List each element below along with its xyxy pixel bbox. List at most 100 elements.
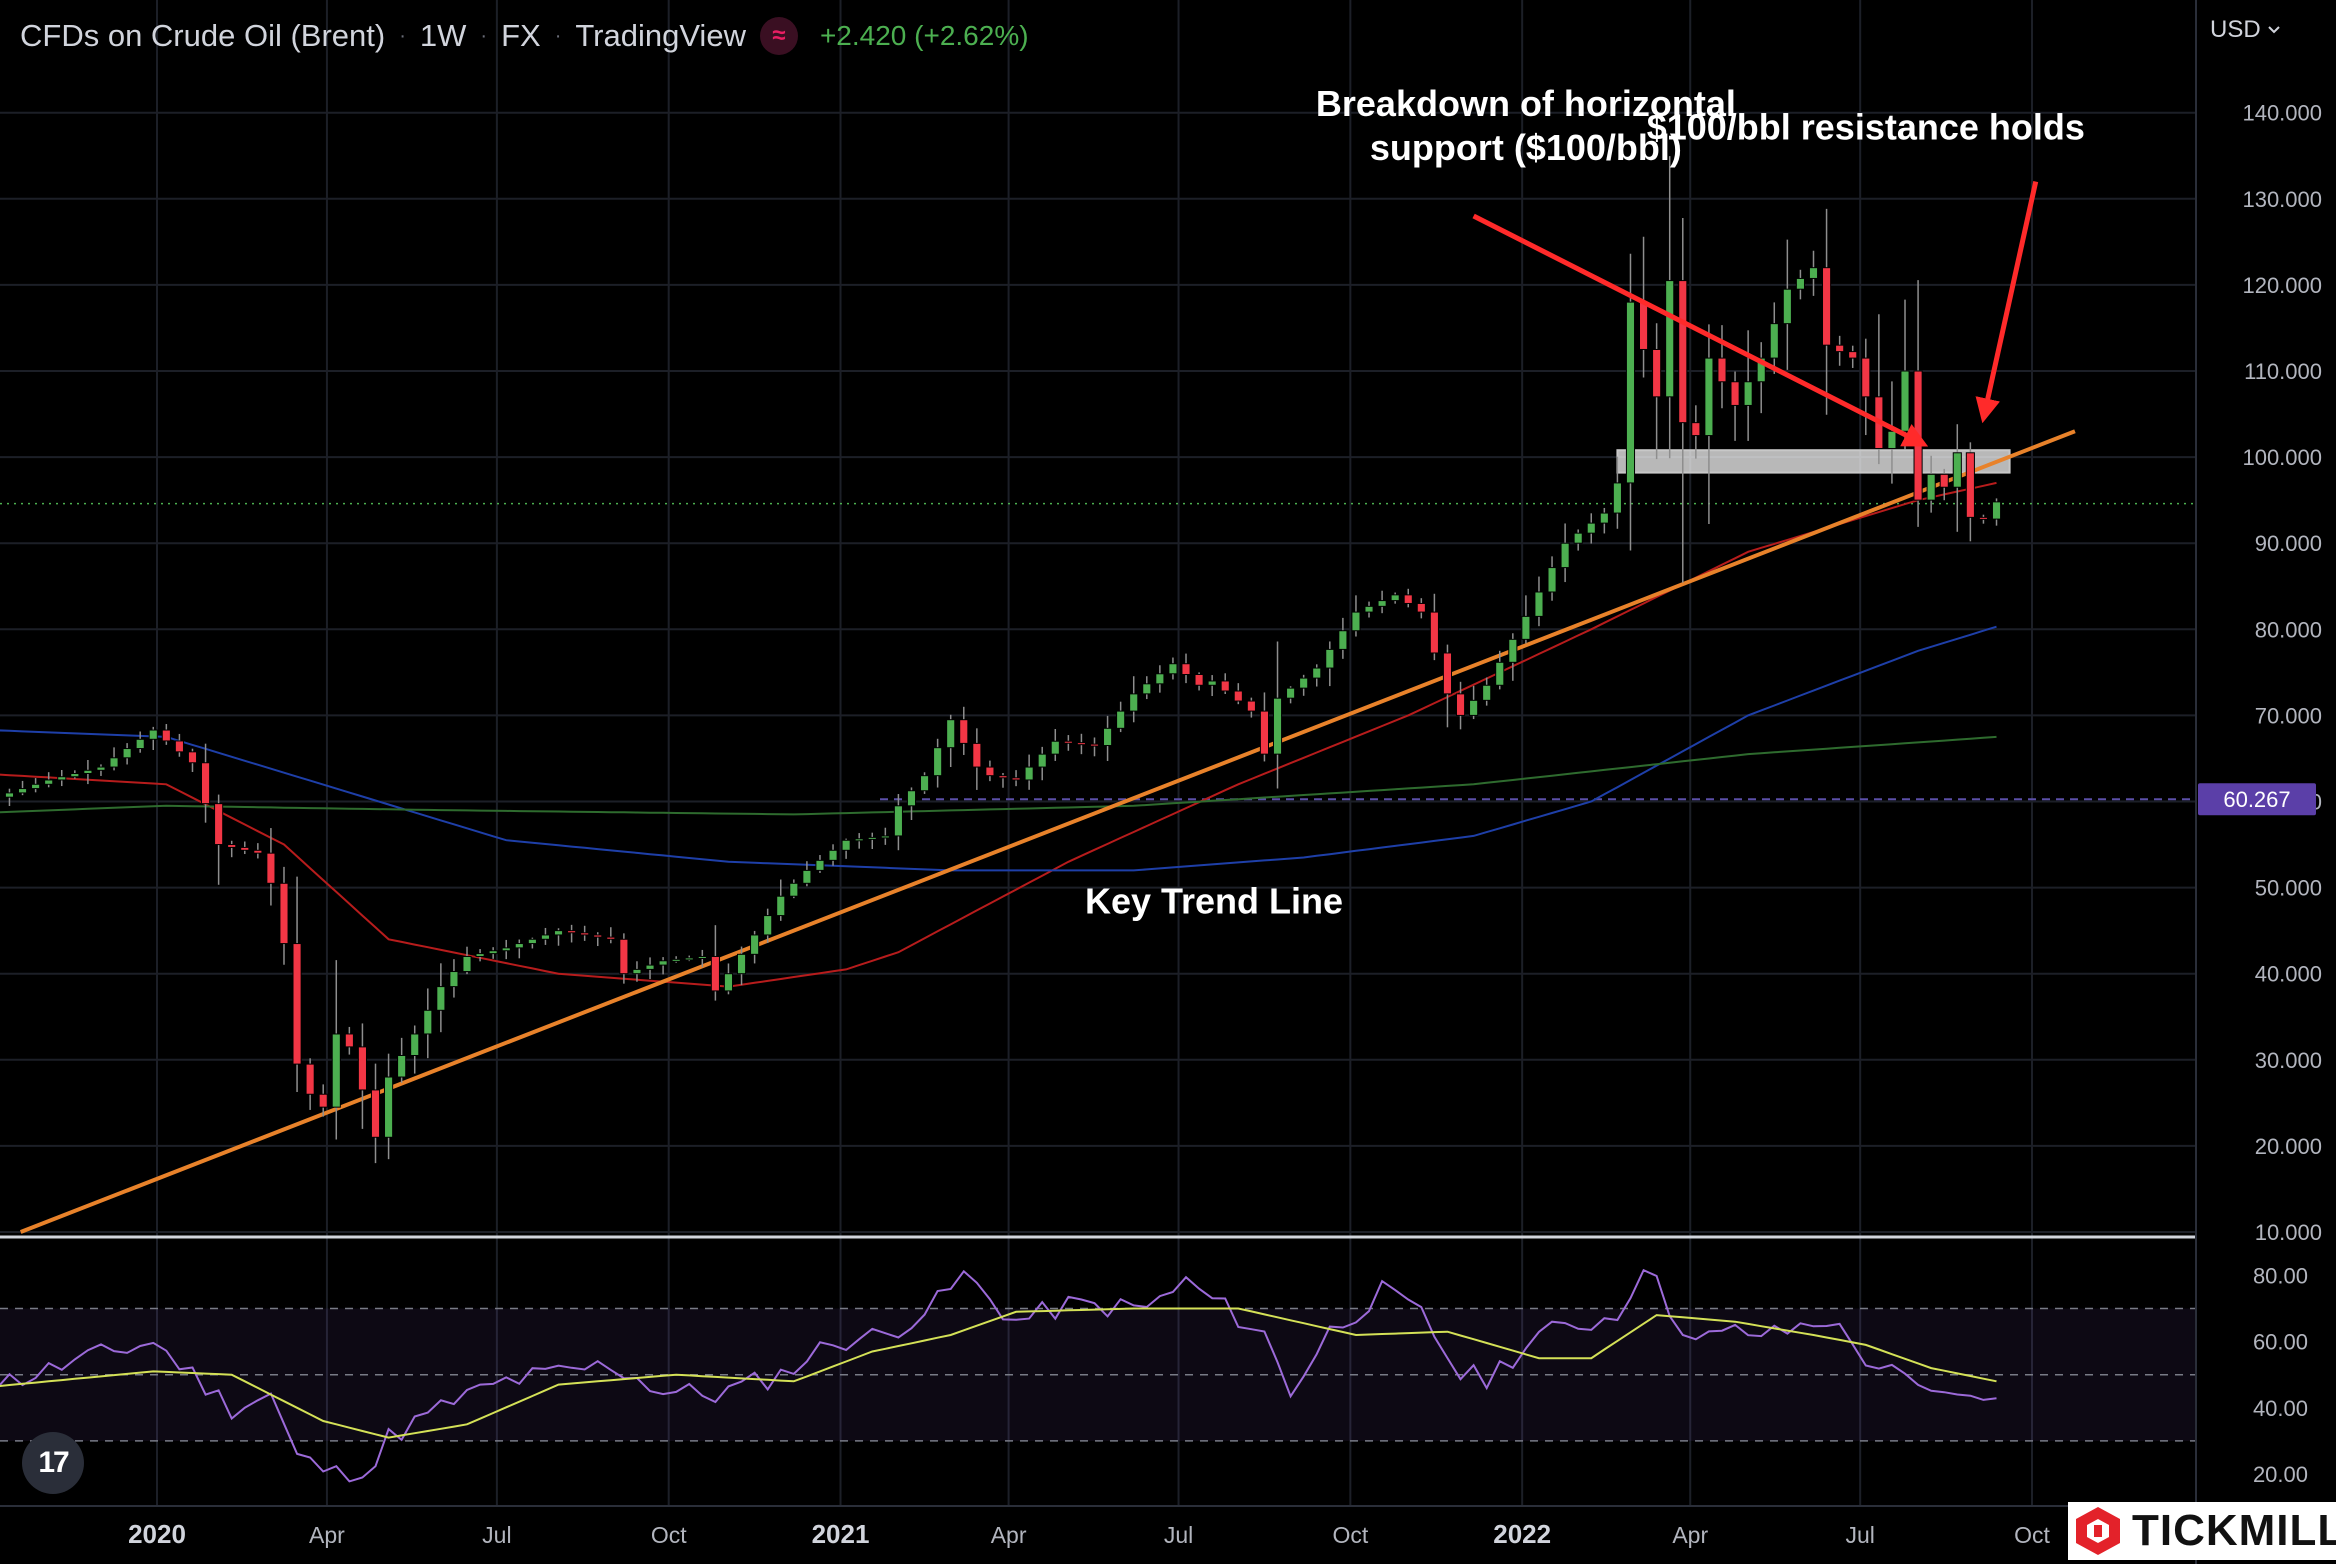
candle-body bbox=[723, 973, 734, 992]
candle bbox=[161, 724, 171, 745]
candle bbox=[1808, 250, 1819, 296]
candle bbox=[423, 988, 433, 1059]
candle bbox=[1207, 675, 1217, 697]
candle bbox=[266, 828, 276, 906]
candle-body bbox=[1822, 267, 1832, 346]
candle bbox=[985, 760, 995, 782]
candle-body bbox=[1142, 683, 1152, 695]
candle bbox=[397, 1037, 407, 1083]
candle bbox=[1665, 156, 1675, 459]
time-tick-label: Oct bbox=[651, 1522, 687, 1548]
candle-body bbox=[998, 775, 1008, 779]
candle bbox=[684, 955, 694, 962]
candle bbox=[135, 731, 145, 753]
candle bbox=[867, 832, 877, 850]
candle-body bbox=[1978, 516, 1988, 520]
candle-body bbox=[1926, 473, 1936, 501]
candle bbox=[344, 1026, 354, 1055]
candle-body bbox=[1939, 473, 1949, 488]
price-tick-label: 120.000 bbox=[2242, 273, 2322, 298]
candle bbox=[1364, 601, 1374, 618]
candle-body bbox=[240, 846, 250, 851]
time-tick-label: Jul bbox=[482, 1522, 511, 1548]
candle bbox=[83, 760, 93, 785]
candle bbox=[1978, 514, 1988, 524]
candle-body bbox=[1429, 611, 1439, 654]
rsi-tick-label: 80.00 bbox=[2253, 1263, 2308, 1288]
candle-body bbox=[148, 729, 158, 740]
candle bbox=[1103, 715, 1113, 761]
candle-body bbox=[357, 1046, 367, 1091]
price-tick-label: 140.000 bbox=[2242, 101, 2322, 126]
candle-body bbox=[1076, 742, 1086, 746]
candle-body bbox=[344, 1033, 354, 1048]
wave-icon[interactable]: ≈ bbox=[759, 17, 798, 55]
time-tick-label: 2020 bbox=[128, 1519, 186, 1549]
candle-body bbox=[867, 836, 877, 840]
candle-body bbox=[1861, 357, 1871, 398]
rsi-tick-label: 40.00 bbox=[2253, 1396, 2308, 1421]
candle bbox=[1952, 424, 1962, 532]
candle-body bbox=[710, 955, 720, 992]
candle bbox=[1377, 590, 1387, 614]
candle bbox=[998, 773, 1008, 788]
interval-label[interactable]: 1W bbox=[419, 18, 467, 53]
candle-body bbox=[1390, 594, 1400, 602]
candle bbox=[1338, 617, 1348, 659]
candle bbox=[802, 861, 812, 887]
time-tick-label: Apr bbox=[1672, 1522, 1708, 1548]
candle bbox=[1861, 338, 1871, 436]
candle-body bbox=[384, 1076, 394, 1138]
moving-averages-layer bbox=[0, 481, 1997, 988]
candle-body bbox=[540, 934, 550, 940]
candle bbox=[1129, 676, 1139, 723]
candle-body bbox=[946, 719, 956, 749]
candle bbox=[880, 827, 890, 845]
candle bbox=[671, 956, 681, 963]
candle bbox=[658, 957, 668, 975]
candle bbox=[1848, 345, 1858, 368]
symbol-title[interactable]: CFDs on Crude Oil (Brent) bbox=[20, 18, 386, 53]
candle-body bbox=[854, 838, 864, 842]
candle bbox=[828, 844, 838, 866]
candle bbox=[1403, 588, 1413, 608]
candle-body bbox=[972, 742, 982, 768]
candle-body bbox=[1887, 430, 1897, 449]
price-tick-label: 100.000 bbox=[2242, 445, 2322, 470]
candle-body bbox=[1442, 652, 1453, 695]
candle bbox=[1534, 576, 1544, 627]
candle-body bbox=[501, 947, 511, 952]
candle bbox=[1900, 299, 1910, 450]
candle-body bbox=[1586, 522, 1596, 534]
candle-body bbox=[828, 849, 838, 861]
candle-body bbox=[1665, 280, 1675, 398]
candle-body bbox=[174, 740, 184, 753]
annotation-arrow bbox=[1472, 213, 1929, 447]
candle bbox=[31, 778, 41, 793]
candle-body bbox=[1678, 280, 1688, 424]
candle-body bbox=[397, 1054, 407, 1078]
resistance-zone-layer bbox=[0, 449, 2196, 801]
tradingview-logo-icon[interactable]: 17 bbox=[22, 1432, 84, 1494]
candle bbox=[174, 733, 184, 757]
candle bbox=[1455, 681, 1466, 730]
candle-body bbox=[567, 930, 577, 934]
candle-body bbox=[933, 747, 943, 777]
candle bbox=[1063, 735, 1073, 751]
chevron-down-icon bbox=[2267, 26, 2280, 34]
candle bbox=[1743, 330, 1753, 441]
candle bbox=[253, 843, 263, 859]
candle-body bbox=[1521, 615, 1531, 640]
separator-dot: · bbox=[480, 24, 488, 47]
candle bbox=[1521, 595, 1531, 644]
candle bbox=[1011, 770, 1021, 787]
candle bbox=[1259, 692, 1269, 762]
candle-body bbox=[410, 1033, 420, 1056]
candle-body bbox=[279, 882, 289, 945]
currency-selector[interactable]: USD bbox=[2210, 16, 2281, 44]
candle bbox=[1652, 323, 1662, 460]
candle bbox=[1586, 513, 1596, 544]
candle bbox=[1560, 523, 1570, 583]
